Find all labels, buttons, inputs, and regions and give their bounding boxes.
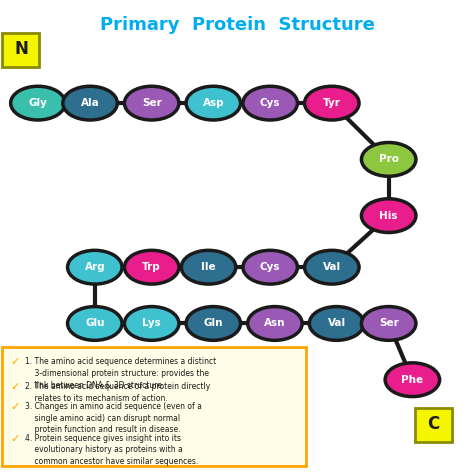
Text: Gly: Gly bbox=[28, 98, 47, 108]
Text: N: N bbox=[14, 40, 28, 58]
Ellipse shape bbox=[68, 307, 122, 340]
Ellipse shape bbox=[304, 250, 359, 284]
Text: Phe: Phe bbox=[401, 375, 423, 385]
Ellipse shape bbox=[304, 86, 359, 120]
FancyBboxPatch shape bbox=[415, 408, 452, 442]
Text: Ala: Ala bbox=[81, 98, 100, 108]
Ellipse shape bbox=[186, 86, 240, 120]
Text: 2. The amino acid sequence of a protein directly
    relates to its mechanism of: 2. The amino acid sequence of a protein … bbox=[25, 382, 210, 403]
Text: Ser: Ser bbox=[379, 319, 399, 328]
FancyBboxPatch shape bbox=[2, 33, 39, 66]
Text: Ser: Ser bbox=[142, 98, 162, 108]
Ellipse shape bbox=[247, 307, 302, 340]
Ellipse shape bbox=[309, 307, 364, 340]
Text: 4. Protein sequence gives insight into its
    evolutionary history as proteins : 4. Protein sequence gives insight into i… bbox=[25, 434, 198, 466]
Text: Arg: Arg bbox=[84, 262, 105, 272]
Text: Lys: Lys bbox=[142, 319, 161, 328]
Text: Cys: Cys bbox=[260, 98, 281, 108]
Text: Gln: Gln bbox=[203, 319, 223, 328]
Ellipse shape bbox=[361, 199, 416, 233]
Text: Val: Val bbox=[323, 262, 341, 272]
Text: Asn: Asn bbox=[264, 319, 286, 328]
Ellipse shape bbox=[181, 250, 236, 284]
Ellipse shape bbox=[11, 86, 65, 120]
Ellipse shape bbox=[63, 86, 117, 120]
Text: ✓: ✓ bbox=[10, 382, 20, 392]
Text: ✓: ✓ bbox=[10, 402, 20, 412]
Ellipse shape bbox=[68, 250, 122, 284]
Text: Primary  Protein  Structure: Primary Protein Structure bbox=[100, 17, 374, 35]
Ellipse shape bbox=[361, 307, 416, 340]
Ellipse shape bbox=[243, 250, 297, 284]
Text: Pro: Pro bbox=[379, 155, 399, 164]
Ellipse shape bbox=[124, 307, 179, 340]
Text: Ile: Ile bbox=[201, 262, 216, 272]
Text: Val: Val bbox=[328, 319, 346, 328]
Ellipse shape bbox=[361, 143, 416, 176]
Text: Cys: Cys bbox=[260, 262, 281, 272]
FancyBboxPatch shape bbox=[2, 347, 306, 466]
Ellipse shape bbox=[124, 86, 179, 120]
Text: ✓: ✓ bbox=[10, 357, 20, 367]
Text: Asp: Asp bbox=[202, 98, 224, 108]
Text: 1. The amino acid sequence determines a distinct
    3-dimensional protein struc: 1. The amino acid sequence determines a … bbox=[25, 357, 216, 390]
Text: His: His bbox=[379, 210, 398, 220]
Ellipse shape bbox=[124, 250, 179, 284]
Text: Trp: Trp bbox=[142, 262, 161, 272]
Text: 3. Changes in amino acid sequence (even of a
    single amino acid) can disrupt : 3. Changes in amino acid sequence (even … bbox=[25, 402, 201, 434]
Ellipse shape bbox=[186, 307, 240, 340]
Text: Glu: Glu bbox=[85, 319, 105, 328]
Ellipse shape bbox=[243, 86, 297, 120]
Text: ✓: ✓ bbox=[10, 434, 20, 444]
Text: Tyr: Tyr bbox=[323, 98, 341, 108]
Ellipse shape bbox=[385, 363, 439, 397]
Text: C: C bbox=[428, 415, 440, 433]
